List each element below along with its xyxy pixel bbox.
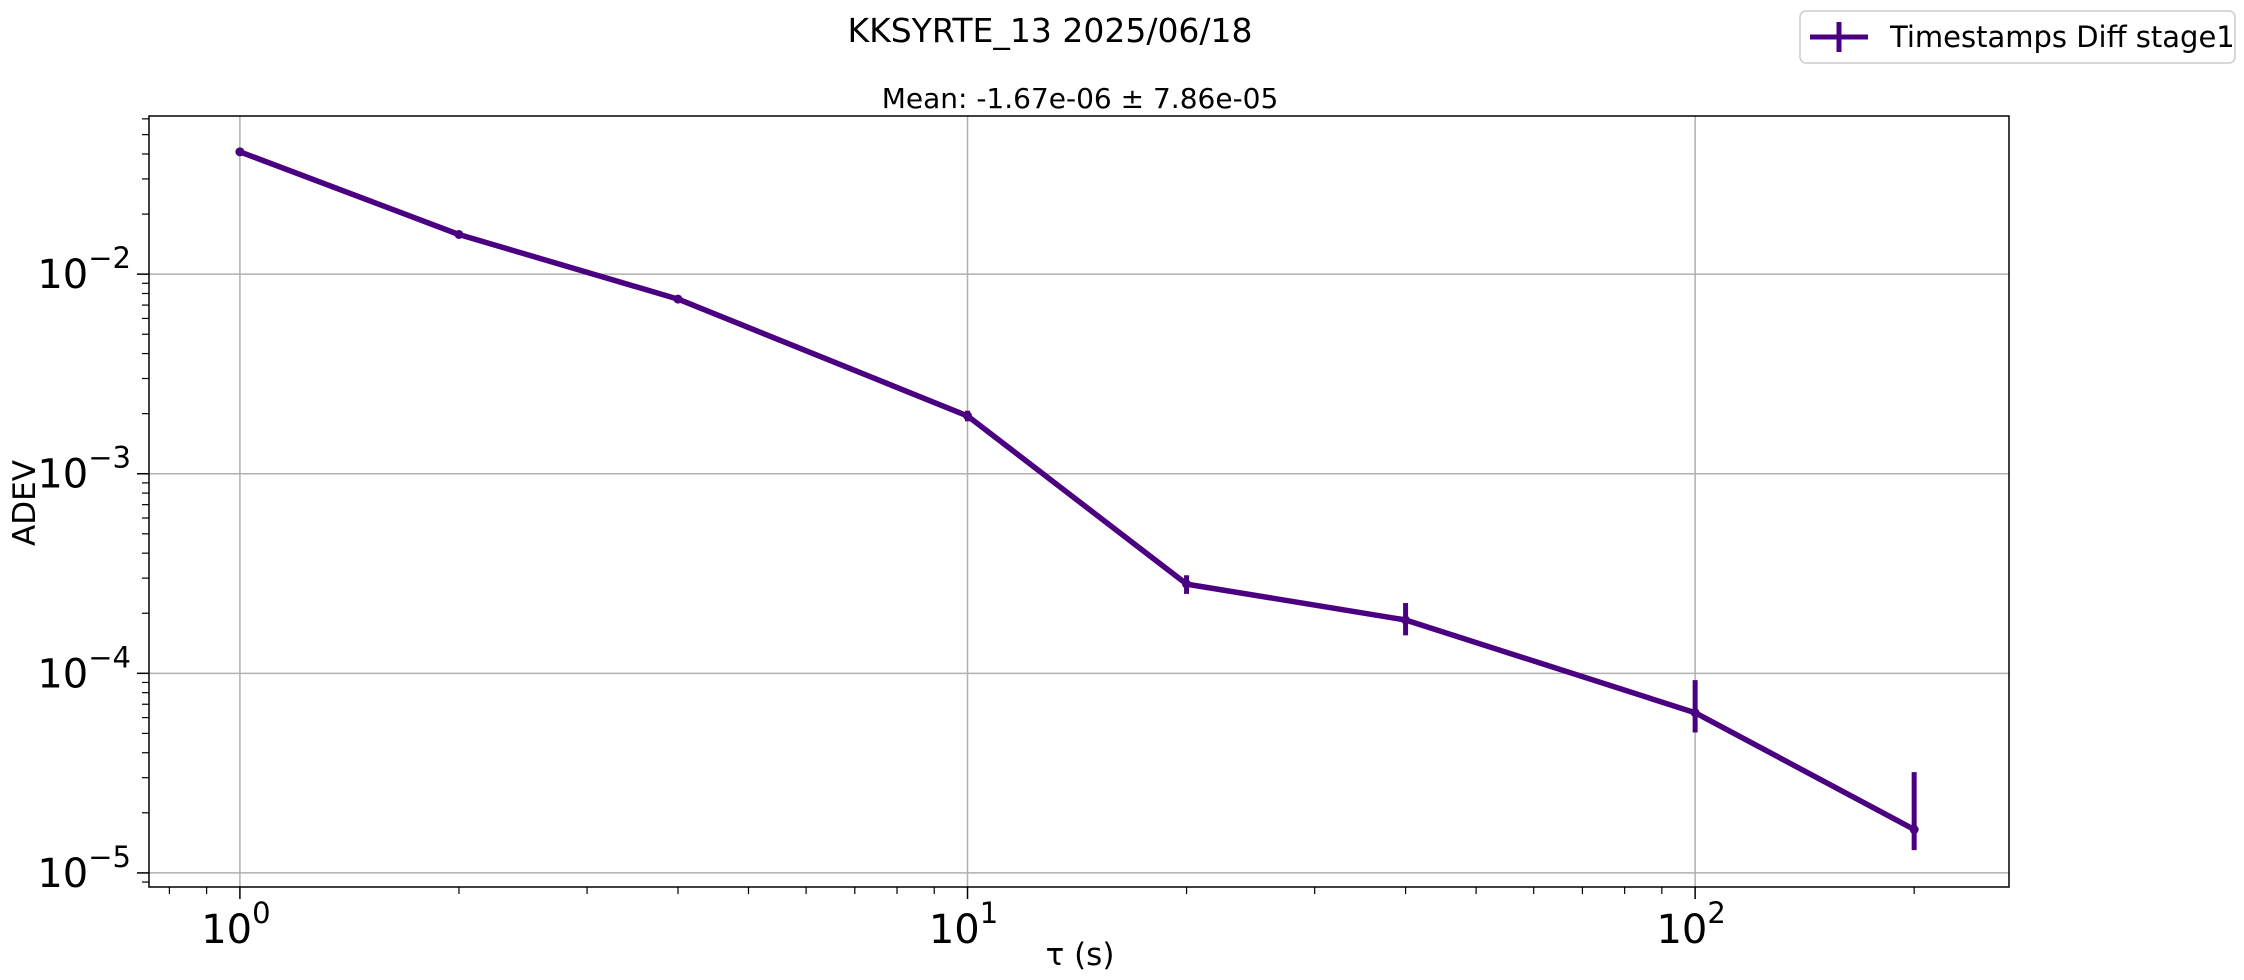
data-point xyxy=(1401,615,1411,625)
plot-area-frame xyxy=(148,115,2010,888)
chart-subtitle: Mean: -1.67e-06 ± 7.86e-05 xyxy=(882,82,1279,115)
data-point xyxy=(673,294,683,304)
y-tick-label: 10−5 xyxy=(37,840,131,897)
x-tick-label: 100 xyxy=(201,896,270,953)
data-point xyxy=(235,147,245,157)
y-axis-label: ADEV xyxy=(7,460,43,546)
legend-frame xyxy=(1799,10,2236,64)
data-point xyxy=(963,411,973,421)
y-tick-label: 10−3 xyxy=(37,441,131,498)
y-tick-label: 10−4 xyxy=(37,640,131,697)
x-tick-label: 101 xyxy=(929,896,998,953)
x-axis-ticks: 100 101 102 xyxy=(168,887,1915,953)
legend-entry-label: Timestamps Diff stage1 xyxy=(1889,20,2235,54)
x-tick-label: 102 xyxy=(1656,896,1725,953)
y-axis-ticks: 10−5 10−4 10−3 10−2 xyxy=(37,118,149,897)
chart-title: KKSYRTE_13 2025/06/18 xyxy=(847,11,1252,50)
grid-lines xyxy=(149,116,2009,887)
legend: Timestamps Diff stage1 xyxy=(1799,10,2236,64)
y-tick-label: 10−2 xyxy=(37,241,131,298)
data-point xyxy=(1182,579,1192,589)
series-layer xyxy=(235,147,1919,851)
data-point xyxy=(1909,825,1919,835)
data-point xyxy=(1690,708,1700,718)
x-axis-label: τ (s) xyxy=(1046,937,1115,973)
data-point xyxy=(454,230,464,240)
series-line xyxy=(237,149,1917,833)
